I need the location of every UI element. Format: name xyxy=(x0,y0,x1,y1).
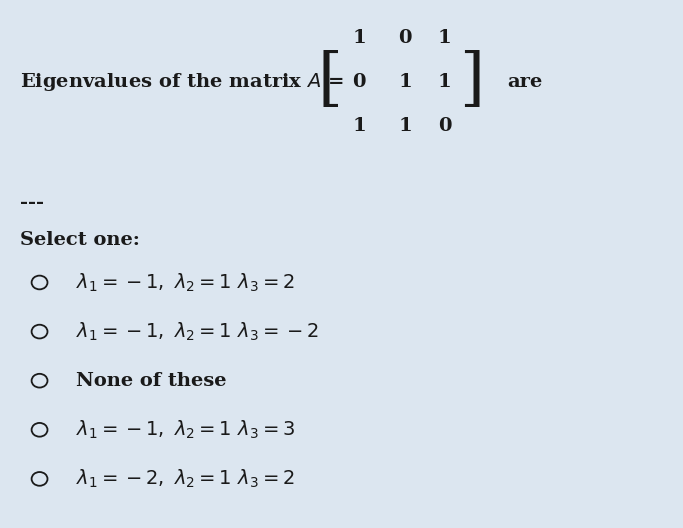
Text: 1: 1 xyxy=(438,29,451,47)
Text: Eigenvalues of the matrix $A$ =: Eigenvalues of the matrix $A$ = xyxy=(20,71,344,93)
Text: Select one:: Select one: xyxy=(20,231,139,249)
Text: $\lambda_1 = -2,\ \lambda_2 = 1\ \lambda_3 = 2$: $\lambda_1 = -2,\ \lambda_2 = 1\ \lambda… xyxy=(76,468,294,490)
Text: [: [ xyxy=(317,51,342,112)
Text: 0: 0 xyxy=(438,117,451,135)
Text: 1: 1 xyxy=(398,73,413,91)
Text: 1: 1 xyxy=(352,117,366,135)
Text: 1: 1 xyxy=(398,117,413,135)
Text: ]: ] xyxy=(459,51,484,112)
Text: 0: 0 xyxy=(352,73,366,91)
Text: None of these: None of these xyxy=(76,372,226,390)
Text: $\lambda_1 = -1,\ \lambda_2 = 1\ \lambda_3 = -2$: $\lambda_1 = -1,\ \lambda_2 = 1\ \lambda… xyxy=(76,320,318,343)
Text: ---: --- xyxy=(20,194,44,212)
Text: $\lambda_1 = -1,\ \lambda_2 = 1\ \lambda_3 = 2$: $\lambda_1 = -1,\ \lambda_2 = 1\ \lambda… xyxy=(76,271,294,294)
Text: $\lambda_1 = -1,\ \lambda_2 = 1\ \lambda_3 = 3$: $\lambda_1 = -1,\ \lambda_2 = 1\ \lambda… xyxy=(76,419,295,441)
Text: are: are xyxy=(507,73,543,91)
Text: 1: 1 xyxy=(438,73,451,91)
Text: 0: 0 xyxy=(399,29,412,47)
Text: 1: 1 xyxy=(352,29,366,47)
